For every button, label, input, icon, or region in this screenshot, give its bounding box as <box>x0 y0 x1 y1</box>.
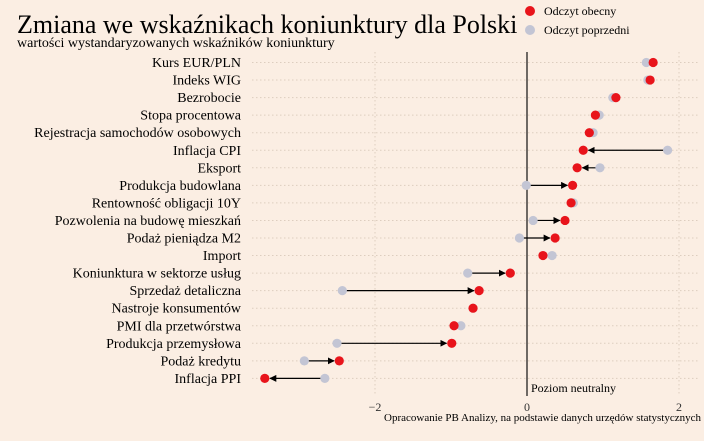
point-current <box>568 180 578 190</box>
category-label: Produkcja przemysłowa <box>106 337 242 352</box>
tick-label: 2 <box>676 400 682 414</box>
tick-label: −2 <box>369 400 382 414</box>
legend-label: Odczyt poprzedni <box>544 23 630 37</box>
point-previous <box>514 233 525 243</box>
category-label: Pozwolenia na budowę mieszkań <box>55 214 241 229</box>
point-current <box>566 198 576 208</box>
category-labels: Kurs EUR/PLN Indeks WIG Bezrobocie Stopa pr… <box>34 56 242 387</box>
point-current <box>560 215 570 226</box>
point-current <box>648 57 658 68</box>
point-current <box>468 303 478 313</box>
point-previous <box>521 180 531 190</box>
grid <box>252 52 700 396</box>
point-previous <box>463 268 473 278</box>
category-label: PMI dla przetwórstwa <box>117 319 242 334</box>
category-label: Kurs EUR/PLN <box>152 56 241 71</box>
legend-label: Odczyt obecny <box>544 4 616 18</box>
legend-marker <box>525 6 535 16</box>
x-axis-ticks: −2 0 2 <box>369 400 682 414</box>
category-label: Inflacja PPI <box>175 372 242 387</box>
point-previous <box>663 145 673 155</box>
point-previous <box>299 356 309 366</box>
category-label: Bezrobocie <box>177 91 241 106</box>
tick-label: 0 <box>524 400 530 414</box>
category-label: Koniunktura w sektorze usług <box>73 267 241 282</box>
point-current <box>474 286 484 296</box>
point-current <box>572 163 582 173</box>
point-current <box>334 356 344 366</box>
point-current <box>590 110 601 120</box>
point-previous <box>641 57 651 68</box>
point-current <box>584 128 594 138</box>
chart-subtitle: wartości wystandaryzowanych wskaźników k… <box>17 36 335 51</box>
point-previous <box>547 250 557 261</box>
point-previous <box>456 321 466 331</box>
point-current <box>611 93 621 103</box>
category-label: Stopa procentowa <box>140 109 241 124</box>
category-label: Podaż kredytu <box>161 354 241 369</box>
category-label: Rentowność obligacji 10Y <box>92 196 241 211</box>
legend: Odczyt obecny Odczyt poprzedni <box>525 4 630 37</box>
legend-marker <box>525 25 535 35</box>
point-current <box>578 145 588 155</box>
point-current <box>538 250 548 261</box>
chart-title: Zmiana we wskaźnikach koniunktury dla Po… <box>17 10 517 39</box>
point-current <box>505 268 515 278</box>
point-previous <box>320 373 330 383</box>
category-label: Rejestracja samochodów osobowych <box>34 126 241 141</box>
data-marks <box>260 57 673 383</box>
category-label: Inflacja CPI <box>173 144 241 159</box>
point-previous <box>332 338 342 348</box>
category-label: Import <box>203 249 241 264</box>
point-current <box>260 373 270 383</box>
category-label: Indeks WIG <box>172 74 241 89</box>
point-previous <box>528 215 538 226</box>
point-current <box>550 233 560 243</box>
point-previous <box>337 286 347 296</box>
source-note: Opracowanie PB Analizy, na podstawie dan… <box>384 412 701 424</box>
category-label: Produkcja budowlana <box>119 179 241 194</box>
category-label: Nastroje konsumentów <box>112 302 242 317</box>
point-current <box>447 338 457 348</box>
category-label: Sprzedaż detaliczna <box>129 284 241 299</box>
category-label: Podaż pieniądza M2 <box>127 232 241 247</box>
point-previous <box>595 163 605 173</box>
category-label: Eksport <box>197 161 241 176</box>
point-current <box>645 75 655 85</box>
neutral-level-label: Poziom neutralny <box>531 381 616 395</box>
point-current <box>449 321 459 331</box>
